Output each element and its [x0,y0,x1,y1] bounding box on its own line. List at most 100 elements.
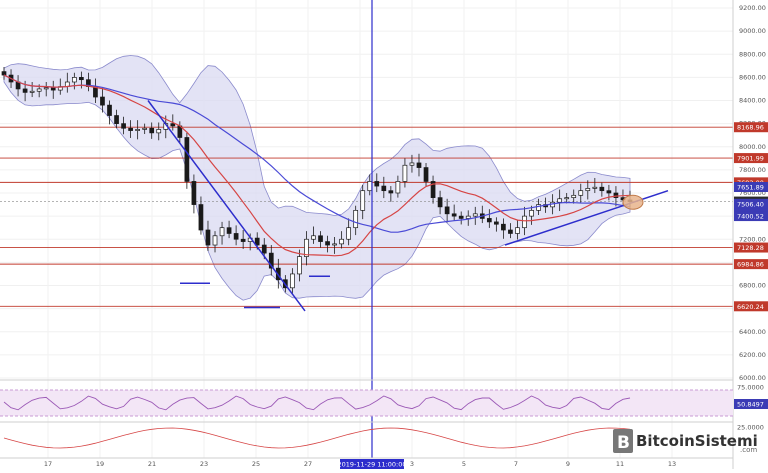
candle-body [114,115,119,124]
price-tick-label: 8400.00 [739,97,766,105]
candle-body [599,186,605,192]
level-price-tag [734,153,768,164]
price-tick-label: 6400.00 [739,328,766,336]
candle-body [613,192,619,198]
time-tick-label: 5 [462,460,466,468]
price-tick-label: 7800.00 [739,166,766,174]
downtrend-line [147,100,306,312]
candle-body [585,188,591,192]
crosshair-time-tag [340,459,404,469]
candle-body [254,237,260,246]
level-price-tag [734,301,768,312]
time-tick-label: 27 [304,460,312,468]
level-price-label: 7901.99 [737,155,764,163]
price-tick-label: 8600.00 [739,73,766,81]
candle-body [304,238,309,257]
candle-body [353,209,359,229]
candle-body [50,87,56,91]
candle-body [128,127,133,131]
candle-body [212,235,218,246]
price-tick-label: 6200.00 [739,351,766,359]
candle-body [536,204,541,211]
candle-body [325,241,330,246]
candle-body [416,162,422,168]
candle-body [592,186,598,189]
price-tick-label: 9000.00 [739,27,766,35]
moving-average-fast [3,74,631,257]
candle-body [79,77,84,81]
candle-body [268,252,274,269]
candle-body [43,87,49,90]
price-axis: 9200.009000.008800.008600.008400.008200.… [732,0,768,469]
trendlines [147,0,669,458]
svg-text:B: B [617,433,630,453]
candle-body [444,206,450,215]
candle-body [515,227,520,234]
candle-body [430,181,436,198]
time-tick-label: 19 [96,460,104,468]
rsi-value-tag [734,399,768,409]
candle-body [311,235,316,240]
time-tick-label: 13 [668,460,676,468]
candle-body [170,123,176,127]
price-tick-label: 8000.00 [739,143,766,151]
current-price-label: 7651.89 [737,184,764,192]
candle-body [71,77,77,83]
time-tick-label: 23 [200,460,208,468]
time-tick-label: 17 [44,460,52,468]
candle-body [226,227,232,234]
candle-body [501,223,506,231]
price-tick-label: 6000.00 [739,374,766,382]
candle-body [191,181,197,205]
highlight-circle [622,194,644,210]
time-tick-label: 21 [148,460,156,468]
time-tick-label: 3 [410,460,414,468]
level-price-tag [734,259,768,270]
candle-body [395,181,401,194]
candle-body [318,235,323,242]
candle-body [578,190,584,196]
candle-body [339,238,344,245]
level-price-tag [734,242,768,253]
price-tick-label: 7600.00 [739,189,766,197]
candle-body [557,198,563,203]
time-axis: 171921232527Ara357911132019-11-29 11:00:… [0,457,733,469]
candle-body [149,127,155,134]
candle-body [240,238,246,242]
momentum-line [3,427,631,449]
candle-body [184,137,190,182]
candle-body [22,88,28,93]
watermark: B BitcoinSistemi .com [612,427,762,459]
moving-average-slow [3,74,631,233]
current-price-tag [734,211,768,222]
candle-body [437,197,443,208]
price-tick-label: 6800.00 [739,282,766,290]
candle-body [381,185,387,192]
time-tick-label: 7 [514,460,518,468]
bitcoin-logo-icon: B BitcoinSistemi .com [613,429,758,454]
moving-averages [3,74,631,257]
candle-body [261,244,267,254]
candle-body [156,129,162,134]
rsi-level-label: 25.0000 [737,424,764,432]
level-price-label: 8168.96 [737,124,764,132]
candle-body [107,104,112,116]
candle-body [205,229,211,246]
candle-body [423,167,429,182]
candle-body [297,256,302,275]
candle-body [198,204,204,231]
candle-body [472,213,478,217]
candle-body [522,215,527,229]
candle-body [233,233,239,240]
rsi-line [3,395,631,411]
time-tick-label: 11 [616,460,624,468]
price-tick-label: 9200.00 [739,4,766,12]
rsi-band [0,390,733,416]
crosshair-time-label: 2019-11-29 11:00:00 [337,461,406,469]
level-price-label: 6984.86 [737,261,764,269]
candle-body [142,127,148,130]
level-price-label: 6620.24 [737,303,764,311]
price-tick-label: 7200.00 [739,235,766,243]
